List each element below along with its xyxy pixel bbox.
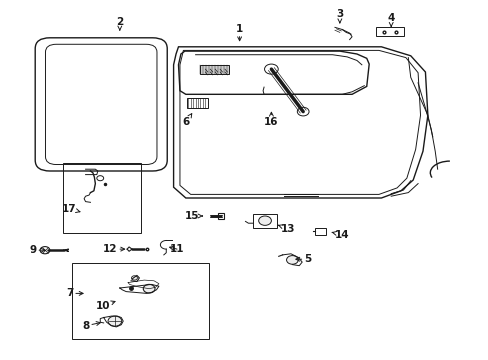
Text: 4: 4 <box>386 13 394 26</box>
Circle shape <box>264 64 278 74</box>
Text: 17: 17 <box>62 204 80 214</box>
Text: 8: 8 <box>82 321 100 331</box>
Text: 9: 9 <box>29 245 45 255</box>
Circle shape <box>131 276 137 280</box>
Text: 12: 12 <box>102 244 124 254</box>
Circle shape <box>297 107 308 116</box>
Text: 13: 13 <box>278 224 295 234</box>
Text: 2: 2 <box>116 17 123 30</box>
Text: 7: 7 <box>65 288 83 298</box>
Bar <box>315 228 325 235</box>
Bar <box>72 263 208 339</box>
Text: 16: 16 <box>264 112 278 127</box>
Text: 10: 10 <box>95 301 115 311</box>
Text: 3: 3 <box>336 9 343 23</box>
Bar <box>218 213 224 219</box>
Text: 14: 14 <box>331 230 349 240</box>
Circle shape <box>286 256 298 264</box>
Bar <box>253 214 276 228</box>
Text: 11: 11 <box>169 244 184 254</box>
Text: 15: 15 <box>184 211 202 221</box>
Bar <box>375 27 403 36</box>
Text: 1: 1 <box>236 24 243 41</box>
Text: 5: 5 <box>295 254 311 264</box>
Circle shape <box>258 216 271 225</box>
Bar <box>187 98 207 108</box>
Circle shape <box>40 247 50 254</box>
Text: 6: 6 <box>182 114 191 127</box>
Bar <box>62 163 141 233</box>
Bar <box>199 65 228 74</box>
Circle shape <box>108 316 122 326</box>
Circle shape <box>143 284 155 293</box>
